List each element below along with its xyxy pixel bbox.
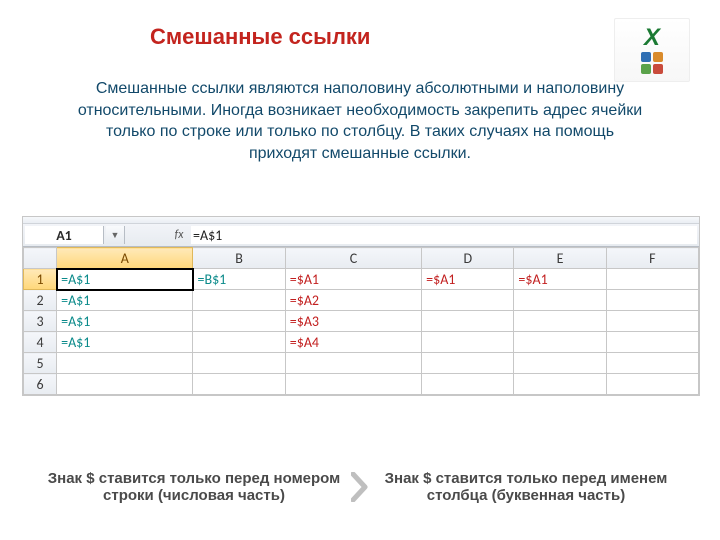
column-header[interactable]: F bbox=[606, 248, 698, 269]
spreadsheet-screenshot: A1 ▼ fx =A$1 ABCDEF 1=A$1=B$1=$A1=$A1=$A… bbox=[22, 216, 700, 396]
name-box[interactable]: A1 bbox=[25, 226, 104, 244]
table-row: 4=A$1 =$A4 bbox=[24, 332, 699, 353]
cell[interactable]: =A$1 bbox=[57, 269, 193, 290]
cell[interactable] bbox=[193, 311, 285, 332]
cell[interactable] bbox=[193, 353, 285, 374]
sheet-top-strip bbox=[23, 217, 699, 224]
excel-logo: X bbox=[614, 18, 690, 82]
table-row: 3=A$1 =$A3 bbox=[24, 311, 699, 332]
note-left: Знак $ ставится только перед номером стр… bbox=[40, 470, 348, 504]
cell[interactable] bbox=[193, 332, 285, 353]
chevron-right-icon bbox=[348, 472, 372, 502]
cell[interactable] bbox=[514, 332, 606, 353]
cell[interactable] bbox=[514, 290, 606, 311]
cell[interactable] bbox=[606, 290, 698, 311]
table-row: 6 bbox=[24, 374, 699, 395]
cell[interactable] bbox=[422, 353, 514, 374]
cell[interactable] bbox=[606, 269, 698, 290]
cell[interactable] bbox=[514, 353, 606, 374]
column-header[interactable]: A bbox=[57, 248, 193, 269]
logo-square bbox=[653, 52, 663, 62]
cell[interactable]: =$A3 bbox=[285, 311, 421, 332]
cell[interactable] bbox=[422, 290, 514, 311]
column-header[interactable]: B bbox=[193, 248, 285, 269]
logo-squares bbox=[641, 52, 663, 62]
cell[interactable]: =$A4 bbox=[285, 332, 421, 353]
cell[interactable]: =$A1 bbox=[514, 269, 606, 290]
row-header[interactable]: 3 bbox=[24, 311, 57, 332]
row-header[interactable]: 2 bbox=[24, 290, 57, 311]
cell[interactable] bbox=[422, 374, 514, 395]
table-row: 1=A$1=B$1=$A1=$A1=$A1 bbox=[24, 269, 699, 290]
cell[interactable] bbox=[606, 353, 698, 374]
cell[interactable]: =$A1 bbox=[285, 269, 421, 290]
cell[interactable]: =$A1 bbox=[422, 269, 514, 290]
name-box-dropdown-icon[interactable]: ▼ bbox=[106, 226, 125, 244]
table-row: 5 bbox=[24, 353, 699, 374]
cell[interactable]: =$A2 bbox=[285, 290, 421, 311]
slide-title: Смешанные ссылки bbox=[150, 24, 370, 50]
logo-letter: X bbox=[644, 26, 660, 50]
cell[interactable] bbox=[606, 332, 698, 353]
cell[interactable] bbox=[514, 374, 606, 395]
logo-square bbox=[641, 52, 651, 62]
formula-bar-row: A1 ▼ fx =A$1 bbox=[23, 224, 699, 247]
column-header[interactable]: C bbox=[285, 248, 421, 269]
cell[interactable] bbox=[285, 353, 421, 374]
cell[interactable] bbox=[193, 374, 285, 395]
footer-notes: Знак $ ставится только перед номером стр… bbox=[40, 470, 680, 504]
logo-square bbox=[653, 64, 663, 74]
cell[interactable] bbox=[606, 374, 698, 395]
row-header[interactable]: 5 bbox=[24, 353, 57, 374]
note-right: Знак $ ставится только перед именем стол… bbox=[372, 470, 680, 504]
logo-squares bbox=[641, 64, 663, 74]
cell[interactable] bbox=[285, 374, 421, 395]
row-header[interactable]: 4 bbox=[24, 332, 57, 353]
row-header[interactable]: 1 bbox=[24, 269, 57, 290]
select-all-corner[interactable] bbox=[24, 248, 57, 269]
cell[interactable] bbox=[422, 311, 514, 332]
cell[interactable] bbox=[193, 290, 285, 311]
table-row: 2=A$1 =$A2 bbox=[24, 290, 699, 311]
cell[interactable] bbox=[57, 374, 193, 395]
column-header[interactable]: E bbox=[514, 248, 606, 269]
cell[interactable] bbox=[57, 353, 193, 374]
cell[interactable]: =A$1 bbox=[57, 311, 193, 332]
logo-square bbox=[641, 64, 651, 74]
cell[interactable] bbox=[606, 311, 698, 332]
spreadsheet-grid: ABCDEF 1=A$1=B$1=$A1=$A1=$A12=A$1=$A23=A… bbox=[23, 247, 699, 395]
cell[interactable] bbox=[422, 332, 514, 353]
cell[interactable]: =A$1 bbox=[57, 332, 193, 353]
formula-bar-input[interactable]: =A$1 bbox=[191, 226, 697, 244]
description-text: Смешанные ссылки являются наполовину абс… bbox=[70, 78, 650, 164]
cell[interactable]: =B$1 bbox=[193, 269, 285, 290]
cell[interactable]: =A$1 bbox=[57, 290, 193, 311]
fx-icon[interactable]: fx bbox=[167, 224, 191, 246]
column-header[interactable]: D bbox=[422, 248, 514, 269]
cell[interactable] bbox=[514, 311, 606, 332]
row-header[interactable]: 6 bbox=[24, 374, 57, 395]
